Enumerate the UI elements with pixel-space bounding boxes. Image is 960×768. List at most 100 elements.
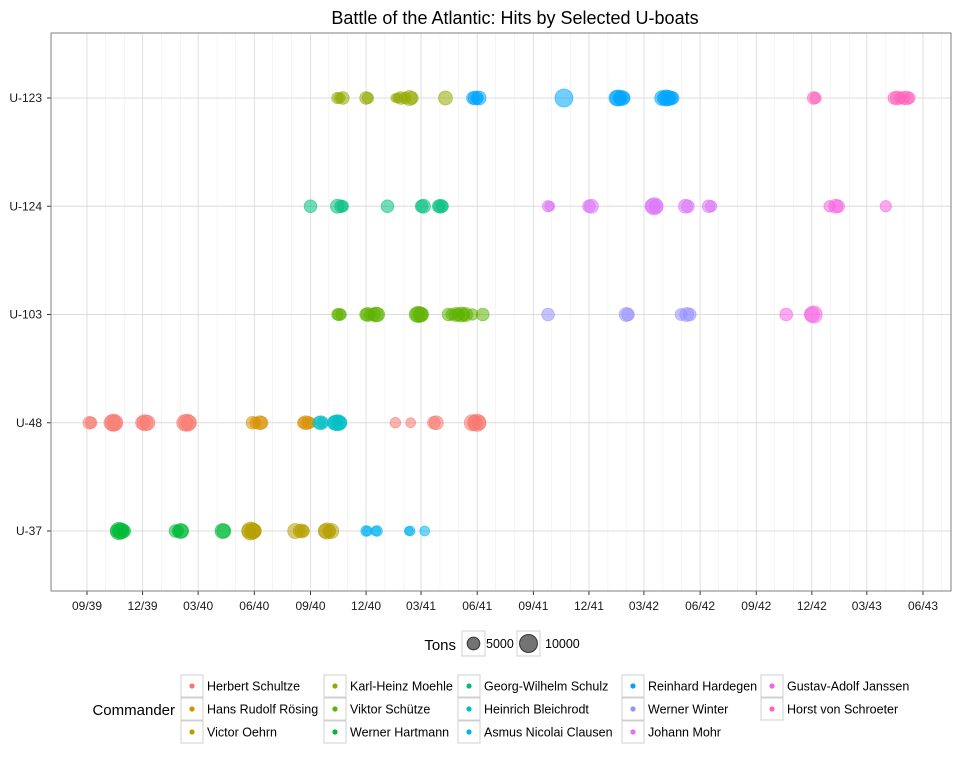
data-point bbox=[216, 523, 232, 539]
color-legend-dot bbox=[769, 706, 775, 712]
data-point bbox=[297, 524, 310, 538]
x-tick-label: 12/40 bbox=[351, 599, 381, 613]
x-tick-label: 06/41 bbox=[462, 599, 492, 613]
x-tick-label: 03/40 bbox=[183, 599, 213, 613]
data-point bbox=[414, 307, 430, 322]
data-point bbox=[389, 417, 402, 429]
x-tick-label: 03/41 bbox=[406, 599, 436, 613]
data-point bbox=[621, 307, 635, 322]
data-point bbox=[541, 307, 555, 322]
size-legend-title: Tons bbox=[424, 637, 456, 654]
data-point bbox=[405, 91, 419, 105]
data-point bbox=[831, 199, 845, 214]
data-point bbox=[181, 414, 197, 431]
data-point bbox=[370, 307, 386, 322]
data-point bbox=[544, 200, 556, 212]
data-point bbox=[380, 199, 395, 214]
data-point bbox=[804, 305, 823, 324]
data-point bbox=[903, 91, 916, 105]
x-tick-label: 09/40 bbox=[295, 599, 325, 613]
data-point bbox=[174, 523, 190, 539]
size-legend-circle bbox=[466, 636, 481, 651]
color-legend-label: Heinrich Bleichrodt bbox=[484, 703, 589, 717]
color-legend-dot bbox=[189, 729, 195, 735]
data-point bbox=[371, 525, 383, 537]
y-axis: U-37 U-48 U-103 U-124 U-123 bbox=[9, 91, 51, 538]
y-tick-label: U-123 bbox=[9, 91, 42, 105]
color-legend-dot bbox=[189, 683, 195, 689]
data-point bbox=[682, 307, 697, 322]
color-legend-label: Hans Rudolf Rösing bbox=[207, 703, 318, 717]
color-legend: Commander Herbert Schultze Hans Rudolf Rös… bbox=[92, 674, 909, 744]
data-point bbox=[471, 90, 487, 106]
color-legend-dot bbox=[630, 683, 636, 689]
y-tick-label: U-124 bbox=[9, 199, 42, 213]
color-legend-dot bbox=[466, 683, 472, 689]
data-point bbox=[879, 200, 892, 213]
data-point bbox=[107, 414, 124, 431]
x-tick-label: 12/42 bbox=[797, 599, 827, 613]
color-legend-label: Victor Oehrn bbox=[207, 726, 277, 740]
data-point bbox=[336, 91, 350, 105]
color-legend-dot bbox=[189, 706, 195, 712]
data-point bbox=[336, 200, 349, 213]
size-legend: Tons 5000 10000 bbox=[424, 630, 580, 657]
x-tick-label: 06/43 bbox=[908, 599, 938, 613]
color-legend-label: Werner Winter bbox=[648, 703, 728, 717]
data-point bbox=[333, 415, 348, 430]
color-legend-title: Commander bbox=[92, 702, 175, 719]
size-legend-label: 10000 bbox=[545, 637, 580, 651]
color-legend-label: Asmus Nicolai Clausen bbox=[484, 726, 613, 740]
color-legend-label: Werner Hartmann bbox=[350, 726, 449, 740]
color-legend-label: Karl-Heinz Moehle bbox=[350, 680, 453, 694]
data-point bbox=[85, 416, 98, 429]
panel-background bbox=[51, 33, 951, 591]
color-legend-dot bbox=[630, 706, 636, 712]
data-point bbox=[428, 415, 444, 431]
color-legend-label: Viktor Schütze bbox=[350, 703, 430, 717]
data-point bbox=[665, 91, 680, 105]
y-tick-label: U-37 bbox=[16, 524, 42, 538]
x-tick-label: 06/42 bbox=[685, 599, 715, 613]
size-legend-label: 5000 bbox=[486, 637, 514, 651]
color-legend-dot bbox=[332, 683, 338, 689]
panel-border bbox=[50, 32, 952, 592]
color-legend-label: Johann Mohr bbox=[648, 726, 721, 740]
x-tick-label: 09/42 bbox=[741, 599, 771, 613]
color-legend-dot bbox=[769, 683, 775, 689]
data-point bbox=[316, 416, 329, 429]
data-point bbox=[705, 200, 718, 213]
data-point bbox=[779, 307, 793, 322]
data-point bbox=[554, 88, 574, 108]
x-tick-label: 12/39 bbox=[128, 599, 158, 613]
data-point bbox=[323, 523, 340, 539]
x-axis: 09/39 12/39 03/40 06/40 09/40 12/40 03/41 06/41… bbox=[72, 591, 938, 613]
data-point bbox=[435, 199, 449, 213]
data-point bbox=[648, 198, 664, 214]
data-point bbox=[139, 414, 156, 431]
data-point bbox=[335, 308, 347, 321]
data-point bbox=[438, 90, 453, 106]
x-tick-label: 06/40 bbox=[239, 599, 269, 613]
x-tick-label: 03/43 bbox=[852, 599, 882, 613]
color-legend-label: Horst von Schroeter bbox=[787, 703, 898, 717]
y-tick-label: U-48 bbox=[16, 416, 42, 430]
data-point bbox=[416, 198, 431, 214]
data-point bbox=[254, 415, 269, 430]
color-legend-label: Gustav-Adolf Janssen bbox=[787, 680, 909, 694]
data-point bbox=[809, 91, 822, 105]
data-point bbox=[361, 91, 374, 105]
data-point bbox=[405, 417, 416, 429]
y-tick-label: U-103 bbox=[9, 308, 42, 322]
color-legend-label: Georg-Wilhelm Schulz bbox=[484, 680, 608, 694]
x-tick-label: 12/41 bbox=[574, 599, 604, 613]
data-point bbox=[419, 525, 431, 537]
size-legend-circle bbox=[519, 634, 538, 653]
data-point bbox=[471, 415, 487, 431]
color-legend-label: Reinhard Hardegen bbox=[648, 680, 757, 694]
data-point bbox=[617, 91, 631, 105]
x-tick-label: 09/41 bbox=[518, 599, 548, 613]
x-tick-label: 03/42 bbox=[629, 599, 659, 613]
color-legend-dot bbox=[466, 706, 472, 712]
data-point bbox=[303, 199, 318, 214]
